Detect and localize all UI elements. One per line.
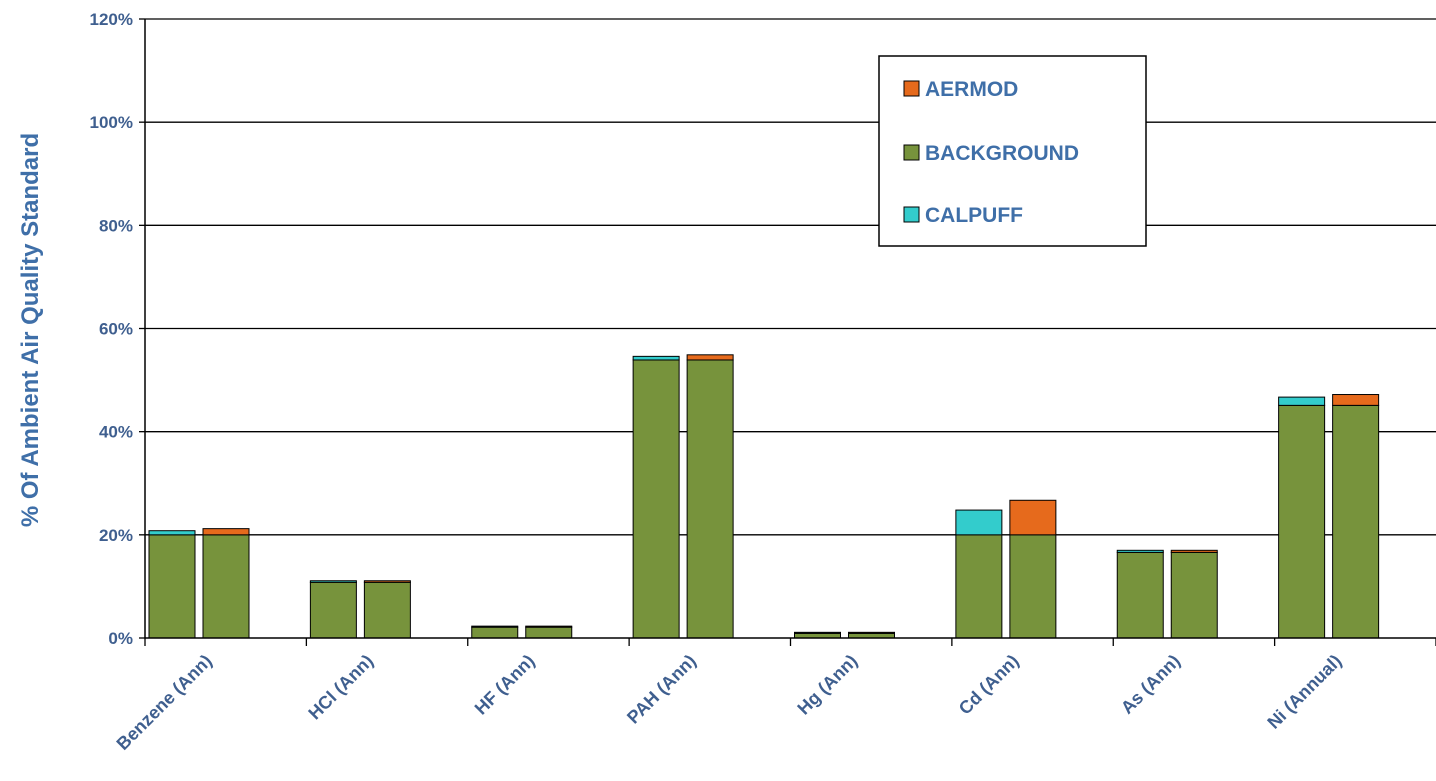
bar-segment-background — [632, 359, 680, 639]
y-tick-label: 0% — [108, 629, 133, 648]
bar-segment-background — [1170, 551, 1218, 639]
bar-segment-calpuff — [471, 625, 519, 628]
y-tick-label: 100% — [90, 113, 133, 132]
bar-segment-aermod — [848, 631, 895, 634]
bar-segment-calpuff — [309, 580, 357, 583]
bar-segment-background — [525, 626, 573, 639]
bar-segment-calpuff — [1116, 549, 1164, 553]
bar-segment-aermod — [202, 528, 250, 536]
bar-segment-calpuff — [148, 530, 196, 536]
bar-segment-background — [1278, 404, 1326, 639]
bar-segment-aermod — [1170, 549, 1218, 553]
y-axis-label: % Of Ambient Air Quality Standard — [17, 133, 44, 527]
bar-segment-background — [1332, 404, 1380, 639]
bar-segment-background — [148, 534, 196, 639]
x-tick-label: Cd (Ann) — [955, 651, 1023, 719]
y-tick-label: 80% — [99, 216, 133, 235]
x-tick-label: Ni (Annual) — [1263, 651, 1345, 733]
bar-segment-aermod — [1009, 499, 1057, 536]
bar-segment-background — [471, 626, 519, 639]
bar-segment-background — [363, 581, 411, 639]
x-tick-label: HF (Ann) — [471, 651, 539, 719]
bar-segment-aermod — [1332, 394, 1380, 406]
x-tick-label: HCl (Ann) — [304, 651, 377, 724]
y-tick-labels: 0% 20% 40% 60% 80% 100% 120% — [90, 10, 133, 648]
bars — [148, 354, 1380, 639]
bar-segment-calpuff — [794, 631, 841, 634]
y-tick-label: 20% — [99, 526, 133, 545]
x-tick-label: PAH (Ann) — [623, 651, 700, 728]
bar-segment-background — [686, 359, 734, 639]
legend-label-background: BACKGROUND — [925, 142, 1079, 165]
bar-segment-background — [309, 581, 357, 639]
y-tick-label: 120% — [90, 10, 133, 29]
x-tick-label: Benzene (Ann) — [113, 651, 216, 754]
bar-segment-background — [955, 534, 1003, 639]
y-tick-label: 40% — [99, 423, 133, 442]
bar-segment-background — [202, 534, 250, 639]
legend-swatch-aermod — [903, 80, 920, 97]
x-tick-label: Hg (Ann) — [793, 651, 861, 719]
y-tick-label: 60% — [99, 320, 133, 339]
legend-swatch-background — [903, 144, 920, 161]
x-tick-labels: Benzene (Ann) HCl (Ann) HF (Ann) PAH (Ann) H… — [113, 651, 1346, 754]
legend: AERMOD BACKGROUND CALPUFF — [878, 55, 1147, 247]
bar-segment-aermod — [525, 625, 573, 628]
gridlines — [145, 18, 1436, 536]
x-tick-label: As (Ann) — [1117, 651, 1184, 718]
legend-swatch-calpuff — [903, 206, 920, 223]
bar-segment-background — [1116, 551, 1164, 639]
axes — [139, 18, 1436, 646]
bar-segment-calpuff — [632, 355, 680, 361]
bar-segment-aermod — [363, 580, 411, 583]
bar-segment-aermod — [686, 354, 734, 361]
bar-segment-calpuff — [1278, 396, 1326, 406]
legend-label-aermod: AERMOD — [925, 78, 1018, 101]
bar-segment-calpuff — [955, 509, 1003, 536]
legend-label-calpuff: CALPUFF — [925, 204, 1023, 227]
bar-segment-background — [1009, 534, 1057, 639]
legend-box — [878, 55, 1147, 247]
